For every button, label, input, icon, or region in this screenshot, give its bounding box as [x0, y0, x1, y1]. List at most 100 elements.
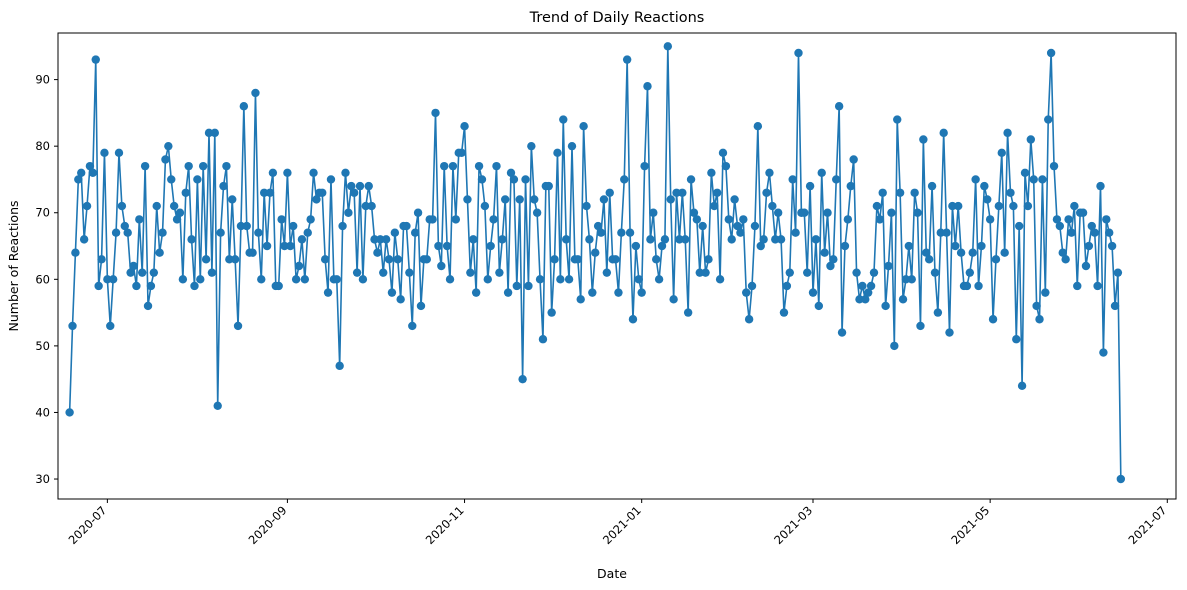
- data-point: [361, 201, 371, 211]
- data-point: [344, 208, 353, 217]
- data-point: [637, 288, 646, 297]
- data-point: [1032, 301, 1041, 311]
- data-point: [884, 261, 893, 271]
- data-point: [922, 248, 931, 257]
- data-point: [756, 241, 765, 251]
- data-point: [230, 255, 240, 264]
- data-point: [561, 235, 571, 244]
- data-point: [172, 215, 182, 224]
- data-point: [213, 401, 222, 410]
- data-point: [68, 321, 77, 331]
- data-point: [132, 281, 141, 291]
- data-point: [547, 308, 556, 317]
- data-point: [832, 175, 841, 184]
- data-point: [852, 268, 861, 277]
- data-point: [544, 181, 553, 191]
- data-point: [347, 181, 356, 191]
- data-point: [863, 288, 873, 297]
- data-point: [803, 268, 812, 277]
- data-point: [776, 235, 786, 244]
- data-point: [306, 215, 315, 224]
- data-point: [251, 88, 260, 98]
- data-point: [954, 201, 963, 211]
- data-point: [617, 228, 626, 237]
- data-point: [178, 275, 188, 284]
- data-point: [901, 275, 911, 284]
- data-point: [1026, 135, 1036, 144]
- y-tick-label: 40: [35, 405, 50, 419]
- data-point: [326, 175, 336, 184]
- data-point: [135, 215, 144, 224]
- data-point: [390, 228, 400, 237]
- data-point: [210, 128, 220, 138]
- data-point: [129, 261, 138, 271]
- data-point: [82, 201, 92, 211]
- data-point: [332, 275, 341, 284]
- data-point: [259, 188, 269, 197]
- data-point: [471, 288, 481, 297]
- data-point: [585, 235, 594, 244]
- data-point: [527, 141, 536, 151]
- data-point: [945, 328, 954, 337]
- data-point: [530, 195, 539, 204]
- data-point: [1006, 188, 1015, 197]
- data-point: [474, 161, 484, 171]
- data-point: [201, 255, 211, 264]
- data-point: [625, 228, 635, 237]
- chart-title: Trend of Daily Reactions: [529, 10, 705, 26]
- data-point: [358, 275, 368, 284]
- data-point: [771, 235, 780, 244]
- data-point: [750, 221, 760, 231]
- data-point: [498, 235, 507, 244]
- data-point: [355, 181, 365, 191]
- data-point: [927, 181, 937, 191]
- data-point: [373, 248, 382, 257]
- data-point: [683, 308, 693, 317]
- data-point: [602, 268, 612, 277]
- data-point: [219, 181, 228, 191]
- data-point: [689, 208, 699, 217]
- y-axis-label: Number of Reactions: [6, 200, 21, 331]
- data-point: [387, 288, 397, 297]
- plot-area: [65, 42, 1126, 484]
- data-point: [686, 175, 696, 184]
- data-point: [837, 328, 847, 337]
- data-point: [582, 201, 591, 211]
- data-point: [257, 275, 266, 284]
- data-point: [681, 235, 690, 244]
- data-point: [576, 295, 585, 304]
- data-point: [710, 201, 719, 211]
- data-point: [858, 281, 867, 291]
- data-point: [721, 161, 731, 171]
- data-point: [817, 168, 826, 177]
- data-point: [506, 168, 516, 177]
- data-point: [631, 241, 641, 251]
- data-point: [111, 228, 121, 237]
- data-point: [890, 341, 899, 351]
- data-point: [1000, 248, 1009, 257]
- data-point: [1038, 175, 1047, 184]
- data-point: [762, 188, 771, 197]
- data-point: [744, 315, 754, 324]
- data-point: [707, 168, 716, 177]
- data-point: [126, 268, 135, 277]
- data-point: [573, 255, 582, 264]
- data-point: [100, 148, 109, 158]
- data-point: [983, 195, 992, 204]
- data-point: [753, 122, 763, 131]
- data-point: [117, 201, 127, 211]
- data-point: [829, 255, 838, 264]
- data-point: [701, 268, 710, 277]
- data-point: [1096, 181, 1105, 191]
- data-point: [79, 235, 89, 244]
- data-point: [1078, 208, 1088, 217]
- data-point: [88, 168, 98, 177]
- data-point: [140, 161, 150, 171]
- data-point: [413, 208, 423, 217]
- data-point: [913, 208, 922, 217]
- data-point: [402, 221, 411, 231]
- data-point: [376, 235, 385, 244]
- data-point: [779, 308, 789, 317]
- data-point: [669, 295, 678, 304]
